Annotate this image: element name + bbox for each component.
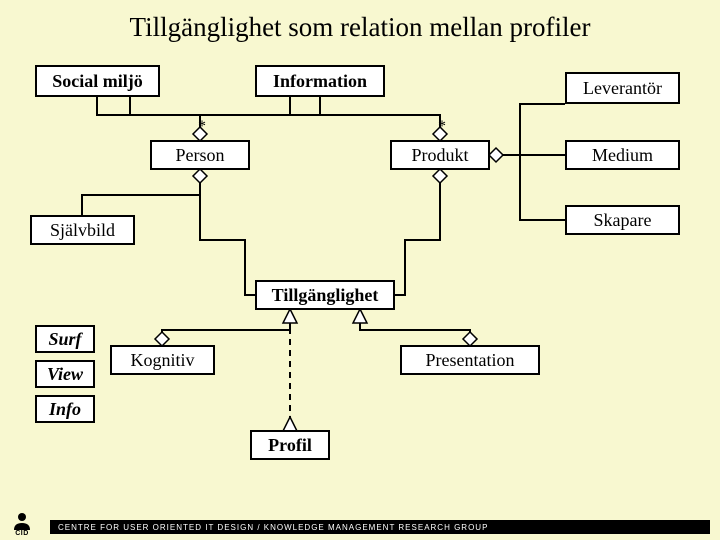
box-medium: Medium (565, 140, 680, 170)
person-icon (12, 512, 32, 530)
label: Leverantör (583, 78, 662, 99)
label: Info (49, 399, 81, 420)
label: Kognitiv (130, 350, 194, 371)
box-skapare: Skapare (565, 205, 680, 235)
box-sjalvbild: Självbild (30, 215, 135, 245)
label: Medium (592, 145, 653, 166)
label: Tillgänglighet (272, 285, 379, 306)
label: Information (273, 71, 367, 92)
box-info: Info (35, 395, 95, 423)
box-produkt: Produkt (390, 140, 490, 170)
label: Presentation (426, 350, 515, 371)
multiplicity-star-right: * (438, 118, 446, 136)
label: Profil (268, 435, 312, 456)
box-kognitiv: Kognitiv (110, 345, 215, 375)
diagram-canvas: Tillgänglighet som relation mellan profi… (0, 0, 720, 540)
box-tillganglighet: Tillgänglighet (255, 280, 395, 310)
footer: CID CENTRE FOR USER ORIENTED IT DESIGN /… (0, 510, 720, 540)
footer-bar: CENTRE FOR USER ORIENTED IT DESIGN / KNO… (50, 520, 710, 534)
cid-label: CID (15, 530, 29, 537)
box-person: Person (150, 140, 250, 170)
label: Produkt (411, 145, 468, 166)
box-presentation: Presentation (400, 345, 540, 375)
footer-text: CENTRE FOR USER ORIENTED IT DESIGN / KNO… (58, 523, 488, 532)
box-surf: Surf (35, 325, 95, 353)
box-leverantor: Leverantör (565, 72, 680, 104)
box-social-miljo: Social miljö (35, 65, 160, 97)
label: View (47, 364, 83, 385)
box-view: View (35, 360, 95, 388)
cid-logo: CID (8, 512, 36, 538)
label: Social miljö (52, 71, 143, 92)
label: Person (176, 145, 225, 166)
box-profil: Profil (250, 430, 330, 460)
label: Skapare (594, 210, 652, 231)
label: Självbild (50, 220, 115, 241)
box-information: Information (255, 65, 385, 97)
page-title: Tillgänglighet som relation mellan profi… (0, 12, 720, 43)
label: Surf (48, 329, 81, 350)
multiplicity-star-left: * (198, 118, 206, 136)
